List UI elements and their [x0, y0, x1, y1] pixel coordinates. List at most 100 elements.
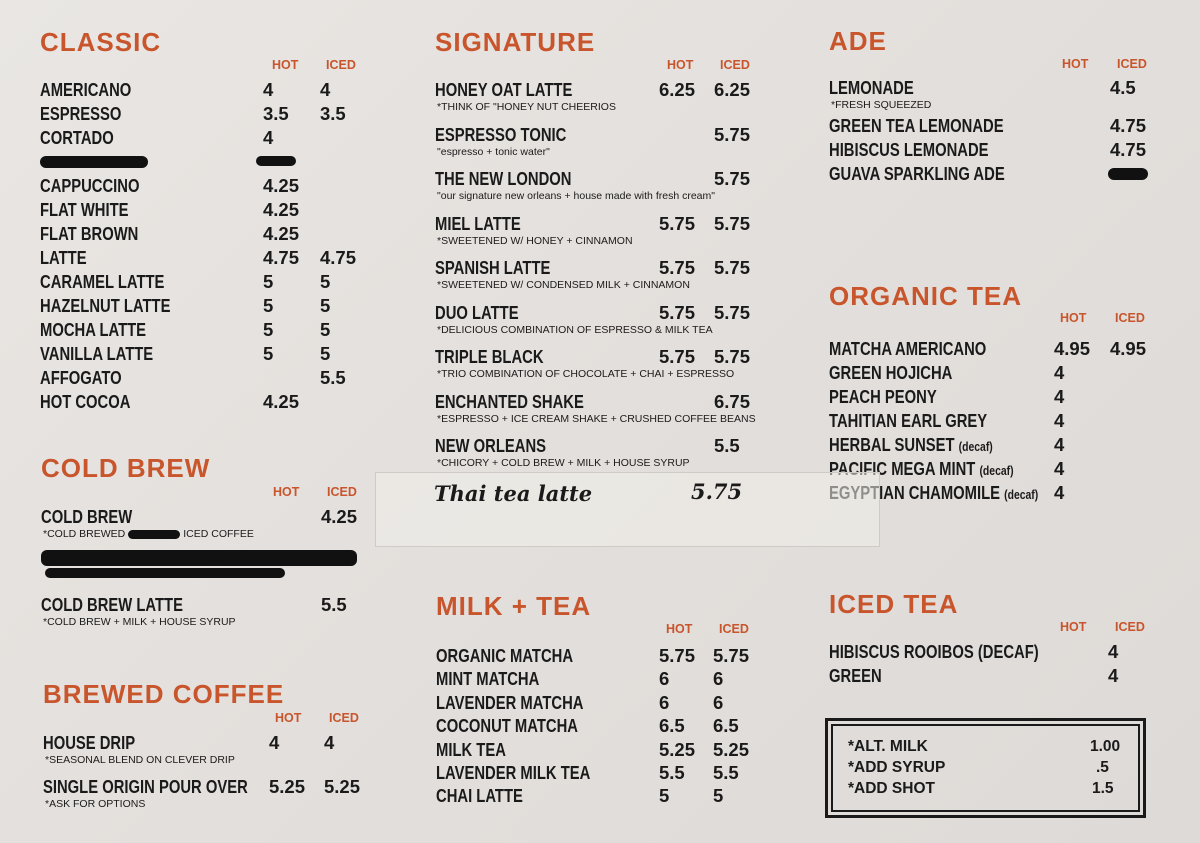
- item-note: *ESPRESSO + ICE CREAM SHAKE + CRUSHED CO…: [437, 413, 756, 426]
- item-note-text: *FRESH SQUEEZED: [831, 99, 932, 111]
- item-name-text: CAPPUCCINO: [40, 175, 140, 196]
- menu-item: HAZELNUT LATTE 5 5: [40, 295, 380, 319]
- price-iced: 4.95: [1110, 338, 1147, 359]
- price-hot: 4.25: [263, 391, 300, 412]
- item-name-text: LAVENDER MILK TEA: [436, 761, 591, 783]
- item-name: HIBISCUS LEMONADE: [829, 139, 989, 161]
- item-name: TAHITIAN EARL GREY: [829, 410, 987, 432]
- item-name-text: SPANISH LATTE: [435, 257, 551, 278]
- item-name: VANILLA LATTE: [40, 343, 153, 365]
- item-note-text: *TRIO COMBINATION OF CHOCOLATE + CHAI + …: [437, 368, 735, 380]
- menu-item: ORGANIC MATCHA 5.75 5.75: [436, 645, 776, 668]
- item-note-text: *SWEETENED W/ CONDENSED MILK + CINNAMON: [437, 279, 690, 291]
- menu-item: [40, 151, 380, 175]
- redaction-bar: [41, 550, 357, 566]
- price-hot: 6.5: [659, 715, 685, 737]
- menu-item: HONEY OAT LATTE 6.25 6.25 *THINK OF "HONEY …: [435, 79, 775, 124]
- menu-item: TRIPLE BLACK 5.75 5.75 *TRIO COMBINATION OF…: [435, 346, 775, 391]
- item-name: ESPRESSO TONIC: [435, 124, 566, 146]
- column-header-iced: ICED: [327, 485, 357, 499]
- item-name-text: ORGANIC MATCHA: [436, 645, 574, 666]
- item-name: HONEY OAT LATTE: [435, 79, 572, 101]
- menu-item: GREEN 4: [829, 665, 1169, 689]
- item-note: *SWEETENED W/ HONEY + CINNAMON: [437, 235, 633, 248]
- item-name: AFFOGATO: [40, 367, 122, 389]
- price-iced: 5.5: [321, 594, 347, 615]
- item-note-text: ICED COFFEE: [183, 528, 254, 540]
- item-list: MATCHA AMERICANO 4.95 4.95 GREEN HOJICHA 4 PE…: [829, 338, 1169, 506]
- item-name-text: CORTADO: [40, 127, 114, 148]
- column-header-iced: ICED: [720, 58, 750, 72]
- item-name: SINGLE ORIGIN POUR OVER: [43, 776, 248, 798]
- item-name-text: MINT MATCHA: [436, 668, 540, 690]
- item-name: GUAVA SPARKLING ADE: [829, 163, 1005, 185]
- item-note: "espresso + tonic water": [437, 146, 550, 159]
- item-note: *DELICIOUS COMBINATION OF ESPRESSO & MIL…: [437, 324, 713, 337]
- price-hot: 4: [1054, 458, 1065, 479]
- item-name-text: COLD BREW LATTE: [41, 594, 183, 615]
- item-name-text: TAHITIAN EARL GREY: [829, 410, 988, 431]
- item-name: NEW ORLEANS: [435, 435, 546, 457]
- item-name: ENCHANTED SHAKE: [435, 391, 584, 413]
- price-iced: 4.75: [320, 247, 357, 268]
- item-note: *FRESH SQUEEZED: [831, 99, 931, 112]
- item-note-text: *THINK OF "HONEY NUT CHEERIOS: [437, 101, 616, 113]
- item-name: HIBISCUS ROOIBOS (DECAF): [829, 641, 1039, 663]
- item-name-text: LATTE: [40, 247, 87, 268]
- item-note-text: *ASK FOR OPTIONS: [45, 798, 146, 810]
- price-hot: 5.75: [659, 212, 696, 234]
- item-tag: (decaf): [958, 439, 993, 454]
- menu-item: CARAMEL LATTE 5 5: [40, 271, 380, 295]
- item-name-text: DUO LATTE: [435, 301, 519, 323]
- item-name-text: GUAVA SPARKLING ADE: [829, 163, 1005, 184]
- column-header-iced: ICED: [719, 622, 749, 636]
- menu-item: GREEN TEA LEMONADE 4.75: [829, 115, 1169, 139]
- price-hot: 5.75: [659, 257, 696, 278]
- price-hot: 4.25: [263, 175, 300, 196]
- price-iced: 5: [320, 295, 331, 316]
- item-name: LATTE: [40, 247, 87, 269]
- price-hot: 5.75: [659, 301, 696, 323]
- price-iced: 5: [713, 785, 724, 807]
- item-list: HOUSE DRIP 4 4 *SEASONAL BLEND ON CLEVER DR…: [43, 732, 383, 820]
- menu-item: COCONUT MATCHA 6.5 6.5: [436, 715, 776, 738]
- price-iced: 5.5: [714, 435, 740, 456]
- item-name-text: HOUSE DRIP: [43, 732, 136, 753]
- price-hot: 5: [263, 295, 274, 316]
- item-note-text: *ESPRESSO + ICE CREAM SHAKE + CRUSHED CO…: [437, 412, 756, 425]
- item-name: HERBAL SUNSET (decaf): [829, 434, 993, 458]
- addon-price: .5: [1096, 759, 1109, 776]
- price-hot: 5: [263, 319, 274, 340]
- item-note-text: "espresso + tonic water": [437, 145, 550, 158]
- column-header-hot: HOT: [272, 58, 299, 72]
- item-name-text: FLAT WHITE: [40, 199, 129, 220]
- item-name: CORTADO: [40, 127, 114, 149]
- handwritten-insert: Thai tea latte 5.75: [375, 472, 880, 547]
- item-note: *COLD BREWED ICED COFFEE: [43, 528, 254, 541]
- price-iced: 4: [1108, 665, 1119, 686]
- column-header-hot: HOT: [666, 622, 693, 636]
- addon-name: *ALT. MILK: [848, 738, 928, 755]
- menu-item: EGYPTIAN CHAMOMILE (decaf) 4: [829, 482, 1169, 506]
- price-iced: 5.75: [714, 257, 751, 278]
- menu-item: HOUSE DRIP 4 4 *SEASONAL BLEND ON CLEVER DR…: [43, 732, 383, 776]
- price-iced: 5: [320, 343, 331, 364]
- item-name-text: SINGLE ORIGIN POUR OVER: [43, 776, 248, 797]
- menu-item: PACIFIC MEGA MINT (decaf) 4: [829, 458, 1169, 482]
- item-list: COLD BREW 4.25 *COLD BREWED ICED COFFEE COLD…: [41, 506, 381, 632]
- item-name-text: TRIPLE BLACK: [435, 346, 544, 367]
- price-iced: 4.25: [321, 506, 358, 527]
- item-note-text: *DELICIOUS COMBINATION OF ESPRESSO & MIL…: [437, 323, 713, 336]
- menu-item: GUAVA SPARKLING ADE: [829, 163, 1169, 187]
- item-name-text: HAZELNUT LATTE: [40, 295, 171, 316]
- item-tag: (decaf): [1004, 487, 1039, 502]
- item-name: GREEN HOJICHA: [829, 362, 952, 384]
- item-name: COCONUT MATCHA: [436, 715, 578, 737]
- section-title: ADE: [829, 26, 887, 56]
- item-name: COLD BREW: [41, 506, 132, 528]
- menu-item: CORTADO 4: [40, 127, 380, 151]
- section-title: BREWED COFFEE: [43, 679, 285, 709]
- column-header-hot: HOT: [667, 58, 694, 72]
- item-note-text: "our signature new orleans + house made …: [437, 190, 715, 202]
- item-note: *CHICORY + COLD BREW + MILK + HOUSE SYRU…: [437, 457, 690, 470]
